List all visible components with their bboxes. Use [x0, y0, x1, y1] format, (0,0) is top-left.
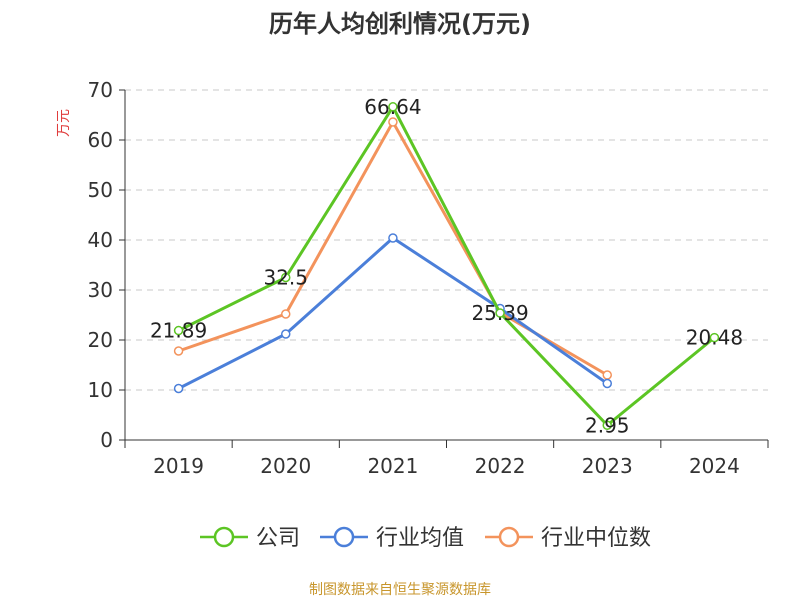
legend-swatch-marker	[215, 528, 233, 546]
data-point	[603, 380, 611, 388]
data-label: 2.95	[585, 413, 630, 437]
y-tick-label: 50	[88, 178, 113, 202]
data-label: 32.5	[263, 266, 308, 290]
legend[interactable]: 公司 行业均值 行业中位数	[200, 526, 651, 551]
data-point	[389, 118, 397, 126]
data-label: 20.48	[686, 326, 743, 350]
legend-swatch-marker	[500, 528, 518, 546]
legend-label: 行业均值	[376, 526, 464, 551]
legend-label: 公司	[256, 526, 300, 551]
y-tick-label: 30	[88, 278, 113, 302]
data-label: 21.89	[150, 319, 207, 343]
axes: 0 10 20 30 40 50 60 70 2019 2020 2021 2022 2023 2024	[88, 78, 768, 478]
data-point	[175, 385, 183, 393]
y-tick-label: 10	[88, 378, 113, 402]
y-tick-label: 20	[88, 328, 113, 352]
data-point	[282, 330, 290, 338]
source-note: 制图数据来自恒生聚源数据库	[309, 582, 491, 598]
y-tick-label: 60	[88, 128, 113, 152]
chart-title: 历年人均创利情况(万元)	[269, 10, 531, 38]
y-tick-label: 70	[88, 78, 113, 102]
y-tick-label: 40	[88, 228, 113, 252]
x-tick-label: 2020	[260, 454, 311, 478]
data-label: 66.64	[364, 95, 421, 119]
x-tick-label: 2023	[582, 454, 633, 478]
x-tick-label: 2021	[367, 454, 418, 478]
legend-item[interactable]: 公司	[200, 526, 300, 551]
series-line	[179, 238, 608, 389]
y-axis-label: 万元	[56, 109, 72, 137]
data-point	[603, 371, 611, 379]
y-tick-label: 0	[100, 428, 113, 452]
data-point	[282, 310, 290, 318]
legend-label: 行业中位数	[541, 526, 651, 551]
series-line	[179, 107, 715, 425]
series-lines	[175, 103, 719, 429]
x-tick-label: 2019	[153, 454, 204, 478]
legend-item[interactable]: 行业均值	[320, 526, 464, 551]
legend-item[interactable]: 行业中位数	[485, 526, 651, 551]
legend-swatch-marker	[335, 528, 353, 546]
data-label: 25.39	[471, 301, 528, 325]
grid-lines	[125, 90, 768, 390]
data-point	[389, 234, 397, 242]
x-tick-label: 2024	[689, 454, 740, 478]
data-point	[175, 347, 183, 355]
x-tick-label: 2022	[475, 454, 526, 478]
